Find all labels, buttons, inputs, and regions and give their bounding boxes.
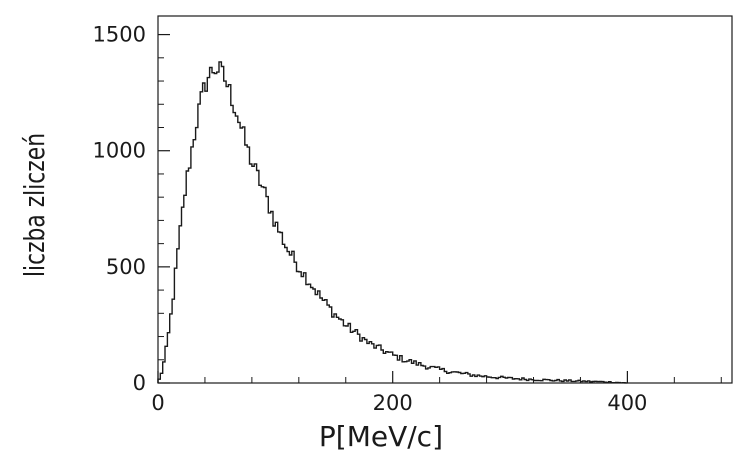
y-tick-label: 1500 [93,23,146,47]
plot-frame [157,15,733,384]
y-tick-label: 500 [106,255,146,279]
x-tick-label: 400 [607,391,647,415]
y-tick-label: 0 [133,371,146,395]
x-tick-label: 0 [151,391,164,415]
y-tick-label: 1000 [93,139,146,163]
histogram-line [157,61,629,384]
x-axis-label: P[MeV/c] [319,420,443,453]
x-tick-label: 200 [373,391,413,415]
y-axis-ticks: 0 500 1000 1500 [93,23,170,395]
x-axis-ticks: 0 200 400 [151,371,722,415]
y-axis-label: liczba zliczeń [18,133,50,277]
